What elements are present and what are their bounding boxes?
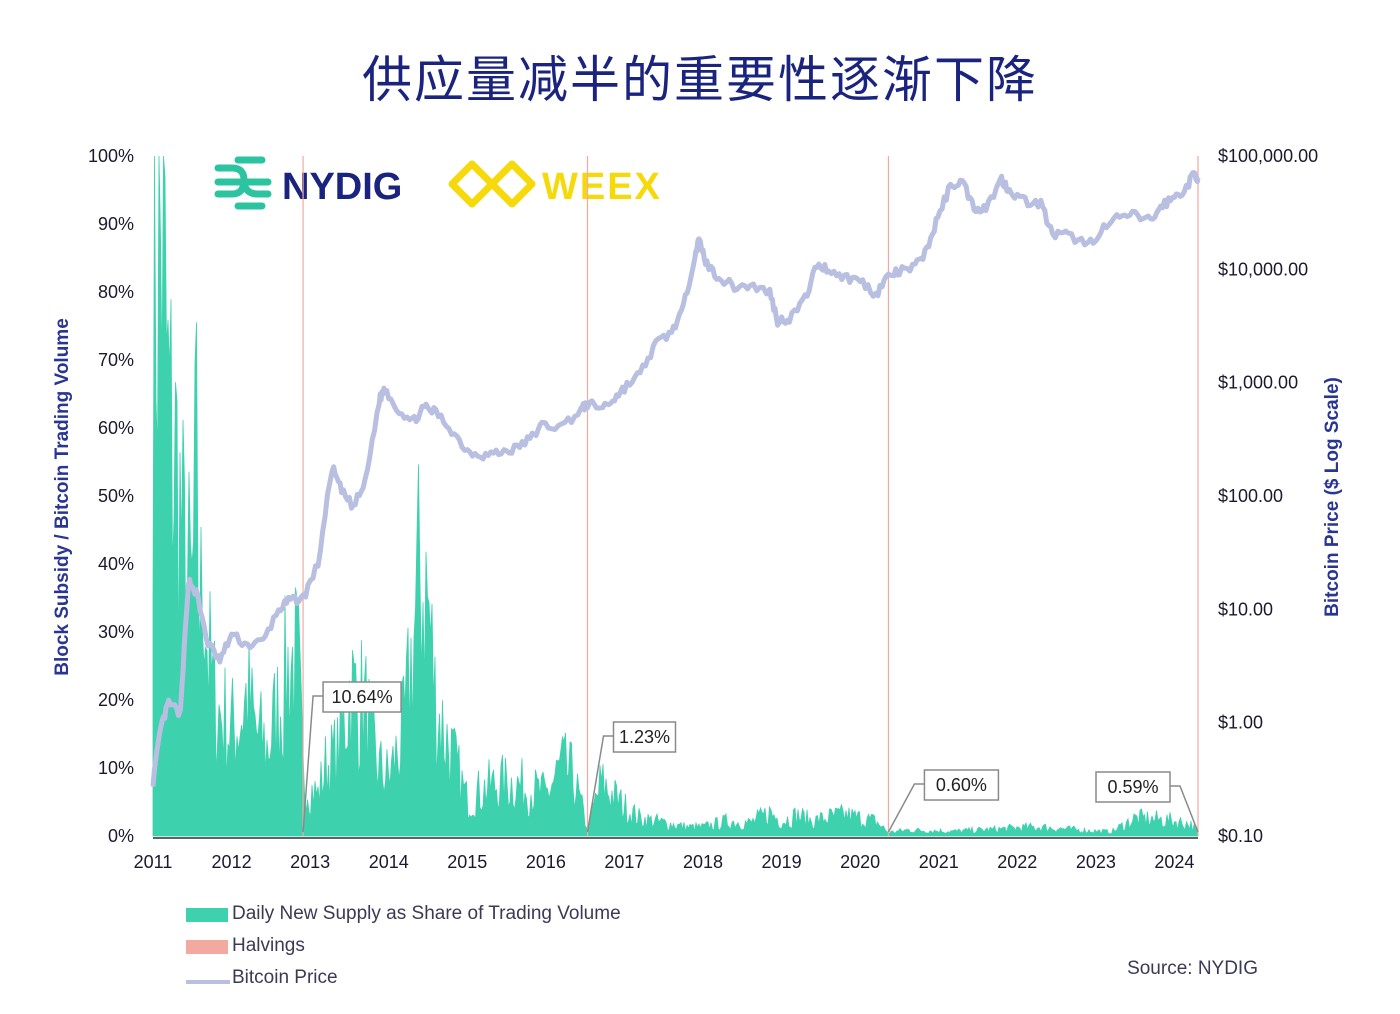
right-axis-tick: $1,000.00 — [1218, 373, 1298, 393]
price-line-path — [150, 170, 1201, 787]
x-axis-tick: 2013 — [290, 852, 330, 872]
right-axis-tick: $0.10 — [1218, 826, 1263, 846]
nydig-logo-text: NYDIG — [282, 166, 402, 208]
left-axis-tick: 0% — [108, 826, 134, 846]
x-axis: 2011 2012 2013 2014 2015 2016 2017 2018 2019 2020… — [134, 852, 1195, 872]
chart: NYDIG WEEX 0% 10% 20% 30% 40% 50% 60% 70% 80% 90%… — [52, 146, 1343, 872]
legend-item-halvings: Halvings — [186, 932, 621, 964]
supply-series — [152, 155, 1199, 837]
left-axis-tick: 50% — [98, 486, 134, 506]
logo-nydig: NYDIG — [214, 156, 402, 210]
callout-box — [612, 721, 677, 753]
right-axis-title: Bitcoin Price ($ Log Scale) — [1322, 377, 1343, 617]
weex-logo-text: WEEX — [542, 166, 662, 208]
x-axis-tick: 2012 — [212, 852, 252, 872]
callout-leader — [302, 695, 324, 833]
x-axis-tick: 2020 — [840, 852, 880, 872]
callout-box — [1095, 771, 1171, 803]
x-axis-tick: 2018 — [683, 852, 723, 872]
x-axis-tick: 2017 — [604, 852, 644, 872]
callout-leader — [887, 783, 925, 833]
legend-label-supply: Daily New Supply as Share of Trading Vol… — [232, 903, 621, 924]
right-axis-tick: $10,000.00 — [1218, 259, 1308, 279]
nydig-mark-icon — [214, 156, 272, 210]
left-axis-tick: 10% — [98, 758, 134, 778]
right-axis-tick: $100,000.00 — [1218, 146, 1318, 166]
halving-lines — [302, 156, 1199, 836]
callout-label: 0.60% — [936, 775, 987, 795]
left-axis-tick: 100% — [88, 146, 134, 166]
x-axis-tick: 2022 — [997, 852, 1037, 872]
left-axis-tick: 70% — [98, 350, 134, 370]
left-axis-tick: 90% — [98, 214, 134, 234]
x-axis-tick: 2024 — [1154, 852, 1194, 872]
x-axis-tick: 2014 — [369, 852, 409, 872]
logo-weex: WEEX — [448, 160, 662, 208]
right-axis-tick: $10.00 — [1218, 599, 1273, 619]
x-axis-tick: 2023 — [1076, 852, 1116, 872]
legend-item-supply: Daily New Supply as Share of Trading Vol… — [186, 900, 621, 932]
left-axis: 0% 10% 20% 30% 40% 50% 60% 70% 80% 90% 100% — [88, 146, 134, 846]
left-axis-tick: 80% — [98, 282, 134, 302]
x-axis-tick: 2015 — [447, 852, 487, 872]
x-axis-tick: 2016 — [526, 852, 566, 872]
legend-item-price: Bitcoin Price — [186, 964, 621, 996]
callouts: 10.64% 1.23% 0.60% 0.59% — [302, 681, 1199, 833]
page-title: 供应量减半的重要性逐渐下降 — [362, 51, 1038, 109]
callout-label: 0.59% — [1107, 777, 1158, 797]
callout-box — [322, 681, 402, 713]
legend: Daily New Supply as Share of Trading Vol… — [186, 900, 621, 996]
callout-label: 1.23% — [619, 727, 670, 747]
left-axis-title: Block Subsidy / Bitcoin Trading Volume — [52, 318, 73, 676]
x-axis-tick: 2011 — [134, 852, 173, 872]
callout-leader — [1170, 785, 1199, 833]
right-axis-tick: $1.00 — [1218, 713, 1263, 733]
callout-box — [923, 769, 1000, 801]
weex-mark-icon — [448, 160, 536, 208]
x-axis-tick: 2021 — [919, 852, 959, 872]
legend-line-price — [186, 980, 230, 984]
left-axis-tick: 40% — [98, 554, 134, 574]
right-axis: $0.10 $1.00 $10.00 $100.00 $1,000.00 $10,000.… — [1218, 146, 1318, 846]
source-note: Source: NYDIG — [1127, 958, 1258, 979]
legend-swatch-supply — [186, 908, 228, 922]
left-axis-tick: 20% — [98, 690, 134, 710]
x-axis-tick: 2019 — [762, 852, 802, 872]
left-axis-tick: 60% — [98, 418, 134, 438]
price-series — [150, 170, 1201, 787]
legend-label-halvings: Halvings — [232, 935, 305, 956]
callout-leader — [586, 735, 614, 833]
legend-label-price: Bitcoin Price — [232, 967, 338, 988]
left-axis-tick: 30% — [98, 622, 134, 642]
callout-label: 10.64% — [332, 687, 393, 707]
legend-swatch-halvings — [186, 940, 228, 954]
supply-area-path — [152, 155, 1199, 837]
right-axis-tick: $100.00 — [1218, 486, 1283, 506]
